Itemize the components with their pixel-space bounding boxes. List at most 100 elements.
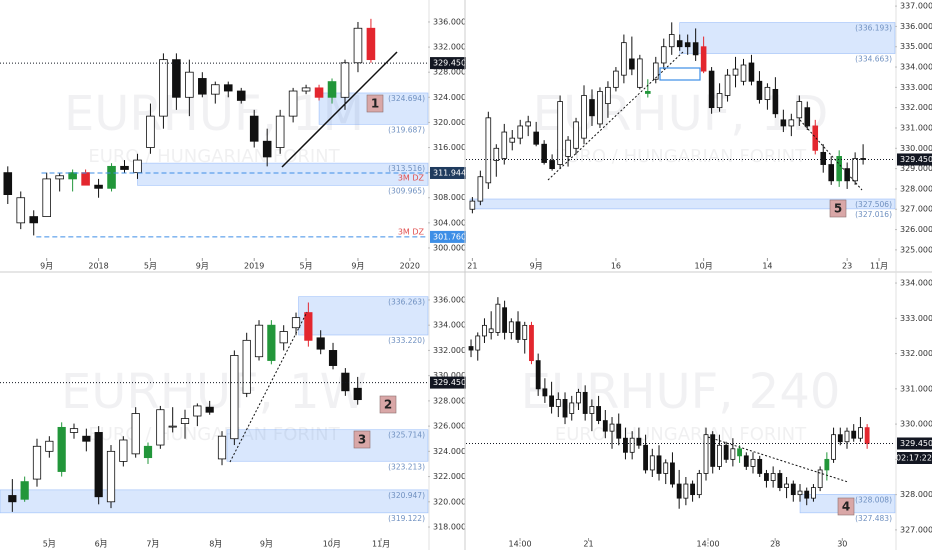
candle-body [797,490,803,496]
badge-box [837,497,855,516]
zone-label: (333.220) [388,336,425,345]
zone-label: (336.263) [388,298,425,307]
y-tick-label: 334.000 [900,63,932,72]
y-tick-label: 337.000 [900,2,932,11]
candle-body [828,164,835,182]
candle-body [692,42,699,56]
y-tick-label: 324.000 [433,93,466,102]
trendline [229,311,308,463]
y-tick-label: 316.000 [433,143,466,152]
trendline [281,51,398,168]
badge: 5 [834,202,842,216]
candle-body [515,321,521,340]
candle-body [8,495,17,503]
candle-body [301,87,311,92]
candle-body [684,42,691,48]
y-tick-label: 328.000 [900,184,932,193]
candle-body [223,84,233,92]
x-tick-label: 30 [837,540,847,549]
trendline [707,436,849,483]
badge-box [829,199,847,218]
candle-body [860,158,866,160]
zone [679,22,896,54]
candle-body [57,426,66,472]
candle-body [541,143,547,163]
trendline [799,119,863,191]
candle-body [748,62,755,82]
candle-body [772,88,779,115]
candle-body [784,483,789,488]
candle-body [703,434,709,474]
candle-body [475,335,481,351]
y-tick-label: 332.000 [900,103,932,112]
x-tick-label: 10月 [695,262,713,271]
candle-body [811,487,816,499]
candle-body [146,115,155,148]
y-tick-label: 318.000 [433,523,466,532]
zone-label: (334.663) [855,55,892,64]
candle-body [589,406,595,414]
badge: 2 [384,398,392,412]
price-label: 329.450 [900,155,932,164]
y-tick-label: 328.000 [433,396,466,405]
candle-body [645,91,651,94]
candle-body [106,450,116,503]
price-label: 329.450 [900,439,932,448]
zone-note: 3M DZ [398,228,425,237]
watermark-subtitle: EURO / HUNGARIAN FORINT [88,424,340,445]
x-tick-label: 9月 [196,262,209,271]
candle-body [643,444,649,471]
y-tick-label: 320.000 [433,118,466,127]
y-tick-label: 334.000 [900,279,932,288]
candle-body [716,93,723,109]
candle-body [168,425,177,428]
zone-label: (319.687) [388,125,425,134]
badge: 4 [842,500,850,514]
candle-body [501,131,508,159]
candle-body [670,462,675,485]
x-tick-label: 10月 [323,540,341,549]
candle-body [254,324,264,358]
candle-body [663,462,669,474]
candle-body [858,427,863,439]
x-tick-label: 9月 [351,262,364,271]
candle-body [68,172,77,180]
candle-body [851,430,857,439]
candle-body [217,435,227,460]
zone-label: (324.694) [388,94,425,103]
candle-body [29,216,39,224]
candle-body [477,176,484,202]
candle-body [236,90,246,101]
y-tick-label: 320.000 [433,497,466,506]
candle-body [743,455,749,467]
candle-body [230,355,239,440]
candle-body [817,469,823,488]
candle-body [328,350,338,366]
x-tick-label: 23 [842,262,852,271]
x-tick-label: 28 [770,540,780,549]
badge-box [379,395,397,414]
candle-body [852,158,858,182]
y-tick-label: 330.000 [433,371,466,380]
candle-body [844,168,850,182]
candle-body [717,444,722,467]
x-tick-label: 21 [467,262,477,271]
candle-body [730,448,736,460]
x-tick-label: 2018 [88,262,108,271]
candle-body [156,409,165,446]
trendline [547,51,684,181]
watermark-subtitle: EURO / HUNGARIAN FORINT [555,146,807,167]
candle-body [529,324,534,362]
y-tick-label: 334.000 [433,321,466,330]
candle-body [509,137,516,143]
candle-body [542,388,548,397]
candle-body [262,140,272,158]
candle-body [493,147,500,161]
candle-body [533,131,539,145]
candle-body [844,430,850,443]
candle-body [180,418,190,424]
candle-body [279,331,288,344]
candle-body [616,423,622,439]
badge-box [353,430,371,449]
candle-body [468,346,474,351]
